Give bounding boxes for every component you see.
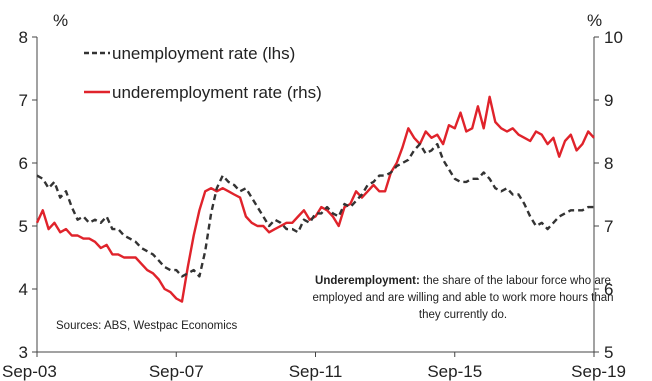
annotation-note: Underemployment: the share of the labour… xyxy=(300,273,626,324)
series-layer xyxy=(35,95,595,303)
axes: 3 4 5 6 7 8 5 6 7 8 9 10 Sep-03 Sep-07 Sep-11 Sep-15 Sep… xyxy=(2,28,626,381)
left-y-tick-label: 4 xyxy=(19,280,28,299)
legend-label-unemployment: unemployment rate (lhs) xyxy=(112,44,295,63)
x-tick-label: Sep-19 xyxy=(571,362,626,381)
series-line-underemployment xyxy=(35,95,595,303)
right-y-tick-label: 9 xyxy=(604,91,613,110)
right-y-tick-label: 7 xyxy=(604,217,613,236)
x-tick-label: Sep-03 xyxy=(2,362,57,381)
sources-note: Sources: ABS, Westpac Economics xyxy=(56,320,238,332)
left-y-tick-label: 7 xyxy=(19,91,28,110)
annotation-text: the share of the labour force who are em… xyxy=(312,275,614,321)
x-tick-label: Sep-15 xyxy=(427,362,482,381)
left-y-tick-label: 8 xyxy=(19,28,28,47)
legend: unemployment rate (lhs) underemployment … xyxy=(84,44,322,102)
right-y-tick-label: 8 xyxy=(604,154,613,173)
left-y-tick-label: 6 xyxy=(19,154,28,173)
series-line-unemployment xyxy=(36,142,594,278)
legend-label-underemployment: underemployment rate (rhs) xyxy=(112,83,322,102)
right-y-tick-label: 10 xyxy=(604,28,623,47)
x-tick-label: Sep-11 xyxy=(289,362,343,381)
right-axis-unit: % xyxy=(587,11,602,30)
annotation-bold: Underemployment: xyxy=(315,275,420,287)
right-y-tick-label: 5 xyxy=(604,343,613,362)
left-y-tick-label: 3 xyxy=(19,343,28,362)
x-tick-label: Sep-07 xyxy=(149,362,204,381)
left-y-tick-label: 5 xyxy=(19,217,28,236)
left-axis-unit: % xyxy=(53,11,68,30)
right-y-tick-label: 6 xyxy=(604,280,613,299)
